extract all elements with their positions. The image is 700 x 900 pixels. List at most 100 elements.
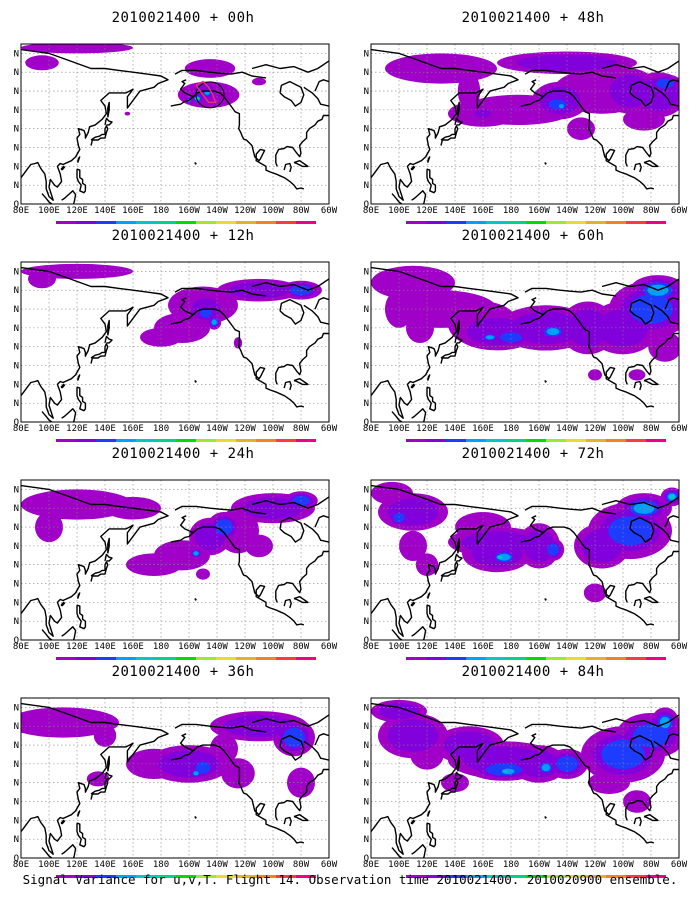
coastline [179,297,305,408]
map-area [21,480,329,640]
coastline [529,515,655,626]
coastline [90,561,109,582]
coastline [179,515,305,626]
coastline [194,380,197,383]
colorbar-swatch [216,439,236,442]
colorbar-swatch [466,657,486,660]
coastline [41,629,53,640]
colorbar-swatch [646,657,666,660]
coastline [529,297,655,408]
longitude-label: 160E [122,860,144,870]
colorbar-swatch [586,657,606,660]
colorbar-swatch [76,875,96,878]
latitude-label: 10N [363,617,369,627]
colorbar-swatch [446,221,466,224]
panel-title: 2010021400 + 48h [461,10,605,26]
coastline [440,125,459,146]
variance-shading [193,551,199,556]
coastline [107,319,110,336]
coastline [104,553,113,562]
latitude-label: EQ [13,636,19,646]
coastline [643,595,659,604]
colorbar-swatch [176,875,196,878]
coastline [629,734,655,761]
colorbar-swatch [116,657,136,660]
coastline [107,537,110,554]
coastline [21,484,169,637]
longitude-label: 180 [153,860,169,870]
colorbar-swatch [526,657,546,660]
longitude-label: 60W [671,206,688,216]
longitude-label: 180 [153,642,169,652]
variance-shading [210,733,238,764]
longitude-label: 120E [66,424,88,434]
coastline [293,813,309,822]
map-frame [20,479,330,641]
colorbar-swatch [546,439,566,442]
map-panel: 2010021400 + 84h 80N 70N 60N 50N 40N 30N 20N 10N… [363,664,700,879]
longitude-label: 100W [612,642,634,652]
variance-shading [632,723,670,748]
colorbar-swatch [506,875,526,878]
colorbar-swatch [96,657,116,660]
latitude-label: 40N [13,343,19,353]
panel-title: 2010021400 + 36h [111,664,255,680]
longitude-label: 120W [584,206,606,216]
coastline [391,411,403,422]
latitude-label: 70N [363,722,369,732]
coastline [77,374,81,381]
coastline [601,496,679,509]
colorbar-swatch [56,657,76,660]
latitude-label: 60N [13,87,19,97]
longitude-label: 100E [388,860,410,870]
coastline [279,298,305,325]
latitude-label: 60N [13,523,19,533]
variance-shading [474,109,492,118]
latitude-label: 40N [13,125,19,135]
longitude-label: 100E [388,206,410,216]
colorbar-swatch [136,657,156,660]
colorbar-swatch [76,439,96,442]
colorbar-swatch [196,875,216,878]
map-frame [370,261,680,423]
coastline [457,537,460,554]
coastline [411,408,427,422]
coastline [76,168,87,194]
coastline [293,377,309,386]
longitude-label: 160E [472,860,494,870]
colorbar: 1.62.23.145.16.37.591114212940 [56,657,316,660]
coastline [371,266,519,419]
latitude-label: 70N [13,68,19,78]
colorbar-swatch [256,439,276,442]
coastline [275,768,329,821]
latitude-label: 30N [363,144,369,154]
coastline [283,380,292,391]
coastline [275,332,329,385]
longitude-label: 100E [38,206,60,216]
coastline [633,598,642,609]
coastline [427,810,431,817]
coastline [520,96,544,107]
colorbar-swatch [486,221,506,224]
latitude-label: 30N [363,362,369,372]
coastline [625,550,679,603]
variance-shading [228,282,290,299]
coastline [76,822,87,848]
colorbar-swatch [56,221,76,224]
colorbar-swatch [296,221,316,224]
colorbar-swatch [156,657,176,660]
longitude-label: 100E [38,424,60,434]
coastline [457,319,460,336]
coastline [426,168,437,194]
coastline [61,408,77,422]
variance-shading [86,771,110,787]
latitude-label: 10N [363,399,369,409]
colorbar-swatch [586,221,606,224]
coastline [283,598,292,609]
longitude-label: 120E [416,424,438,434]
coastline [411,844,427,858]
latitude-label: 80N [13,267,19,277]
coastline [643,813,659,822]
latitude-label: 20N [13,162,19,172]
coastline [653,740,679,761]
